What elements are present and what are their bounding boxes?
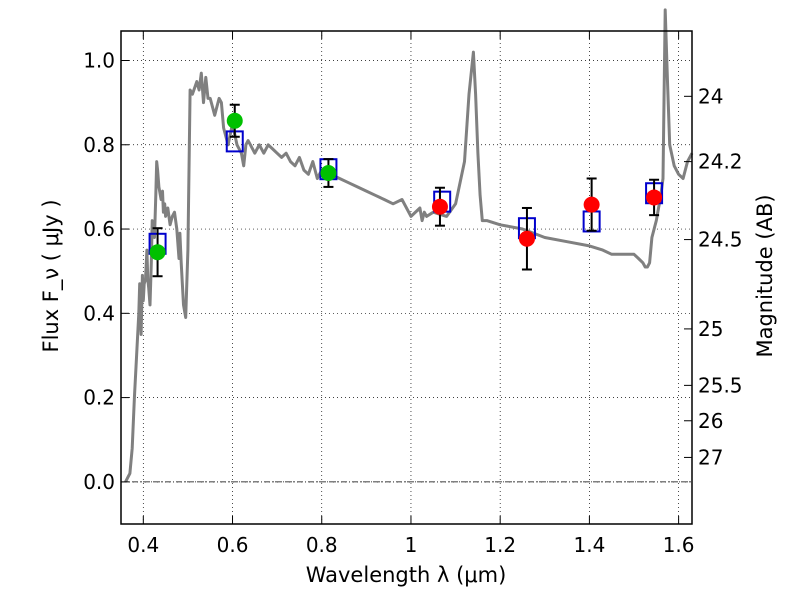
observed-point — [320, 165, 337, 182]
x-tick-label: 1.2 — [484, 533, 516, 557]
right-tick-label: 25.5 — [698, 373, 743, 397]
x-tick-label: 1.6 — [663, 533, 695, 557]
observed-point — [431, 198, 448, 215]
x-tick-label: 0.4 — [127, 533, 159, 557]
observed-point — [583, 196, 600, 213]
x-tick-label: 0.6 — [217, 533, 249, 557]
x-tick-label: 1 — [405, 533, 418, 557]
y-tick-label: 1.0 — [83, 48, 115, 72]
grid-lines — [121, 31, 692, 524]
series-layer — [124, 8, 694, 483]
observed-point — [149, 244, 166, 261]
spectrum-line — [124, 8, 694, 483]
observed-point — [518, 230, 535, 247]
right-tick-label: 24.5 — [698, 228, 743, 252]
right-tick-label: 25 — [698, 317, 723, 341]
plot-frame — [120, 30, 693, 525]
right-tick-label: 27 — [698, 445, 723, 469]
axis-ticks: 0.4 0.6 0.8 1 1.2 1.4 1.6 0.0 0.2 0.4 0.6 0.8 1.0 24 2… — [83, 31, 743, 557]
observed-point — [646, 189, 663, 206]
y-tick-label: 0.6 — [83, 217, 115, 241]
right-tick-label: 24.2 — [698, 150, 743, 174]
right-tick-label: 24 — [698, 84, 723, 108]
right-tick-label: 26 — [698, 409, 723, 433]
y-tick-label: 0.4 — [83, 301, 115, 325]
y-tick-label: 0.2 — [83, 386, 115, 410]
x-axis-title: Wavelength λ (μm) — [306, 563, 507, 587]
x-tick-label: 1.4 — [573, 533, 605, 557]
y-axis-right-title: Magnitude (AB) — [753, 194, 777, 357]
y-axis-title: Flux F_ν ( μJy ) — [39, 199, 64, 352]
observed-point — [226, 112, 243, 129]
x-tick-label: 0.8 — [306, 533, 338, 557]
y-tick-label: 0.8 — [83, 133, 115, 157]
y-tick-label: 0.0 — [83, 470, 115, 494]
